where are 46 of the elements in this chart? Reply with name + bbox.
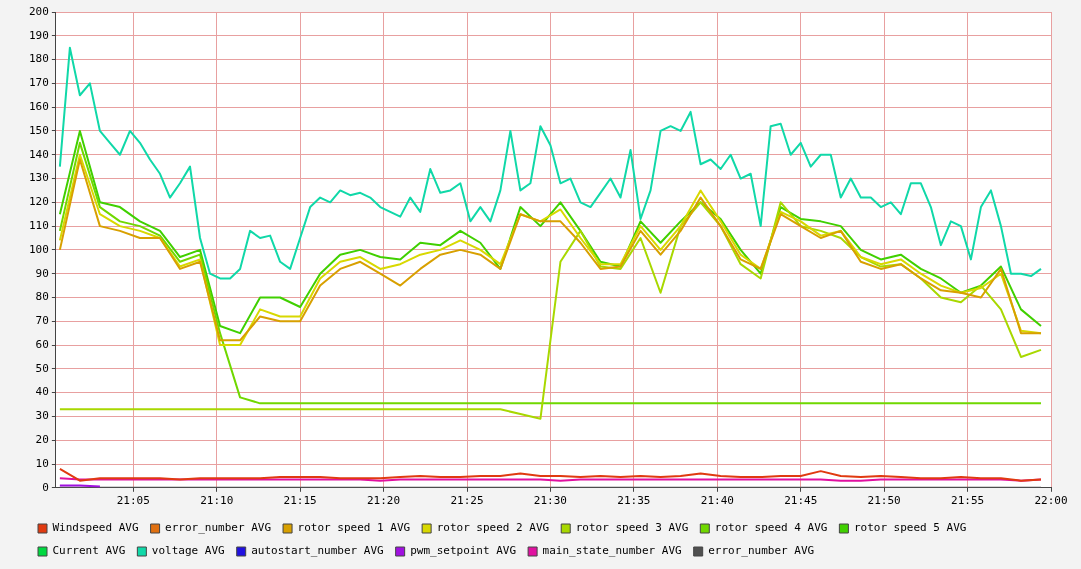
x-tick-label: 21:50 [867,494,901,508]
legend-label: error_number AVG [165,521,272,535]
x-tick-label: 21:45 [784,494,818,508]
legend-label: main_state_number AVG [542,544,682,558]
y-tick-label: 0 [42,480,49,494]
y-tick-label: 10 [35,456,49,470]
y-tick-label: 150 [28,123,49,137]
legend-label: rotor speed 3 AVG [575,521,689,535]
y-tick-label: 80 [35,290,49,304]
y-tick-label: 40 [35,385,49,399]
legend-label: Windspeed AVG [52,521,139,535]
legend-label: rotor speed 1 AVG [297,521,411,535]
y-tick-label: 110 [28,218,49,232]
x-tick-label: 21:30 [533,494,567,508]
y-tick-label: 140 [28,147,49,161]
x-tick-label: 22:00 [1034,494,1068,508]
legend-label: voltage AVG [151,544,225,558]
y-tick-label: 130 [28,171,49,185]
y-tick-label: 30 [35,409,49,423]
y-tick-label: 160 [28,100,49,114]
legend-label: rotor speed 4 AVG [714,521,828,535]
y-tick-label: 170 [28,76,49,90]
x-tick-label: 21:55 [951,494,985,508]
x-tick-label: 21:05 [116,494,150,508]
y-tick-label: 70 [35,314,49,328]
y-tick-label: 90 [35,266,49,280]
legend-label: error_number AVG [708,544,815,558]
x-tick-label: 21:40 [700,494,734,508]
y-tick-label: 50 [35,361,49,375]
legend-label: rotor speed 5 AVG [853,521,967,535]
legend-label: autostart_number AVG [251,544,384,558]
y-tick-label: 60 [35,337,49,351]
x-tick-label: 21:15 [283,494,317,508]
legend-label: rotor speed 2 AVG [436,521,550,535]
legend-label: Current AVG [52,544,126,558]
y-tick-label: 190 [28,28,49,42]
y-tick-label: 180 [28,52,49,66]
x-tick-label: 21:25 [450,494,484,508]
y-tick-label: 120 [28,195,49,209]
x-tick-label: 21:35 [617,494,651,508]
y-tick-label: 200 [28,4,49,18]
x-tick-label: 21:10 [200,494,234,508]
y-tick-label: 100 [28,242,49,256]
legend-label: pwm_setpoint AVG [410,544,517,558]
x-tick-label: 21:20 [366,494,401,508]
y-tick-label: 20 [35,433,49,447]
